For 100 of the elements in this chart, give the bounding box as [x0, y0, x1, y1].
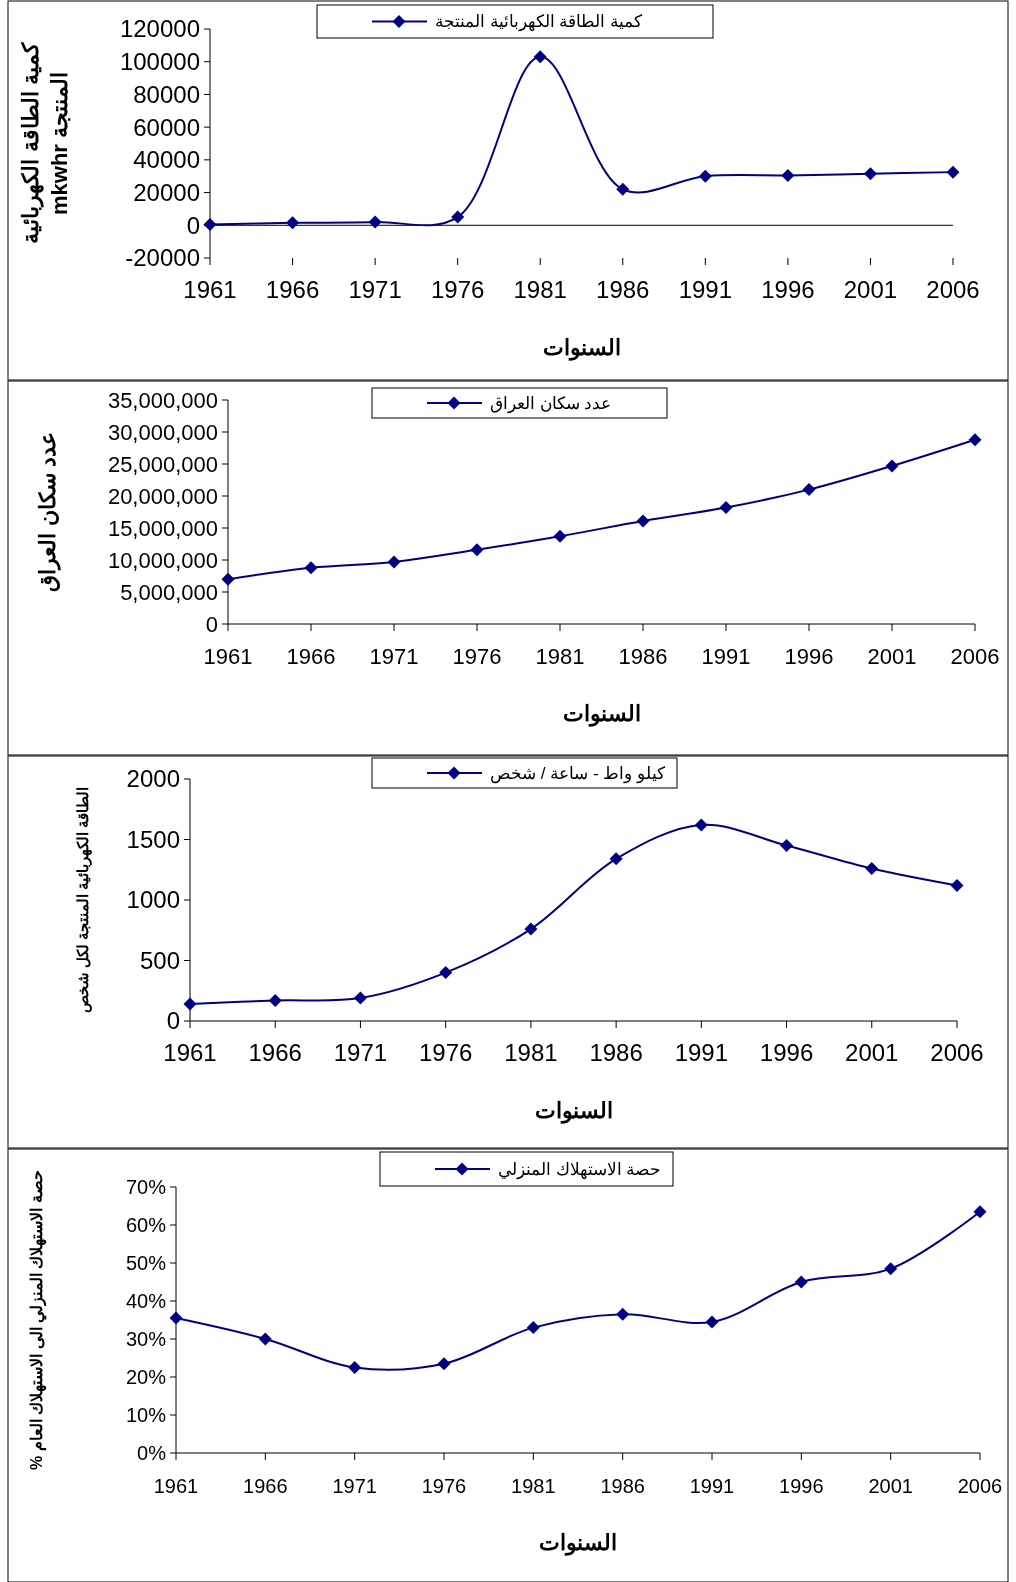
y-tick-label: 1500 — [126, 825, 180, 853]
x-tick-label: 2001 — [843, 276, 898, 303]
y-tick-label: 20% — [125, 1366, 167, 1388]
y-tick-label: 10% — [125, 1404, 167, 1426]
y-tick-label: 40% — [125, 1290, 167, 1312]
y-axis-title: كمية الطاقة الكهربائية المنتجة mkwhr — [18, 42, 72, 244]
x-tick-label: 1976 — [421, 1475, 467, 1497]
x-tick-label: 1981 — [511, 1475, 556, 1497]
point — [286, 216, 300, 230]
x-tick-label: 1971 — [333, 1039, 388, 1066]
y-tick-label: 70% — [125, 1176, 167, 1198]
x-tick-label: 1981 — [504, 1039, 558, 1066]
point — [221, 572, 235, 586]
y-tick-label: 1000 — [126, 886, 180, 914]
point — [781, 168, 795, 182]
x-tick-label: 1966 — [243, 1475, 288, 1497]
x-axis-title: السنوات — [534, 1098, 613, 1124]
y-axis-title: حصة الاستهلاك المنزلي الى الاستهلاك العام % — [28, 1170, 47, 1470]
x-tick-label: 1961 — [163, 1039, 217, 1066]
y-tick-label: 30,000,000 — [107, 419, 218, 445]
x-tick-label: 1986 — [618, 644, 668, 669]
y-tick-label: 20,000,000 — [107, 483, 218, 509]
point — [885, 459, 899, 473]
x-tick-label: 1991 — [678, 276, 733, 303]
x-tick-label: 1981 — [535, 644, 585, 669]
point — [353, 991, 367, 1005]
y-tick-label: 80000 — [133, 80, 200, 108]
x-tick-label: 2006 — [957, 1475, 1003, 1497]
y-tick-label: 25,000,000 — [107, 451, 218, 477]
point — [802, 483, 816, 497]
point — [950, 878, 964, 892]
point — [553, 529, 567, 543]
point — [794, 1275, 808, 1289]
point — [439, 966, 453, 980]
point — [524, 922, 538, 936]
x-axis-title: السنوات — [539, 1530, 617, 1556]
y-tick-label: 0 — [166, 1007, 180, 1035]
y-tick-label: 15,000,000 — [107, 515, 218, 541]
point — [533, 50, 547, 64]
point — [719, 501, 733, 515]
y-tick-label: 60% — [125, 1214, 167, 1236]
x-tick-label: 1991 — [689, 1475, 735, 1497]
x-tick-label: 1986 — [596, 276, 650, 303]
point — [884, 1262, 898, 1276]
point — [451, 210, 465, 224]
y-tick-label: 100000 — [119, 48, 200, 76]
y-tick-label: 2000 — [126, 765, 180, 793]
legend-label: كمية الطاقة الكهربائية المنتجة — [435, 12, 644, 33]
point — [437, 1357, 451, 1371]
x-tick-label: 1996 — [759, 1039, 814, 1066]
x-tick-label: 1971 — [369, 644, 419, 669]
point — [348, 1361, 362, 1374]
x-tick-label: 1966 — [265, 276, 320, 303]
y-tick-label: 30% — [125, 1328, 167, 1350]
x-tick-label: 1996 — [784, 644, 834, 669]
x-tick-label: 1971 — [332, 1475, 377, 1497]
x-tick-label: 1966 — [248, 1039, 302, 1066]
point — [705, 1315, 719, 1329]
x-tick-label: 1971 — [348, 276, 402, 303]
y-tick-label: 60000 — [133, 113, 200, 141]
point — [616, 182, 630, 196]
legend-label: عدد سكان العراق — [490, 393, 612, 414]
x-tick-label: 2001 — [845, 1039, 899, 1066]
x-tick-label: 2006 — [930, 1039, 984, 1066]
y-tick-label: 120000 — [119, 15, 200, 43]
point — [470, 543, 484, 557]
point — [694, 818, 708, 832]
y-tick-label: 0 — [205, 611, 218, 637]
x-tick-label: 1961 — [153, 1475, 199, 1497]
x-tick-label: 2006 — [926, 276, 980, 303]
x-tick-label: 1976 — [418, 1039, 473, 1066]
point — [368, 215, 382, 229]
x-tick-label: 1996 — [779, 1475, 824, 1497]
x-tick-label: 1961 — [183, 276, 237, 303]
x-tick-label: 1996 — [761, 276, 815, 303]
y-tick-label: 40000 — [133, 146, 200, 174]
x-tick-label: 2001 — [867, 644, 917, 669]
y-tick-label: -20000 — [125, 244, 200, 272]
point — [258, 1332, 272, 1346]
x-tick-label: 1986 — [589, 1039, 643, 1066]
point — [169, 1311, 183, 1325]
point — [203, 217, 217, 231]
y-tick-label: 35,000,000 — [107, 387, 218, 413]
point — [609, 852, 623, 866]
point — [616, 1307, 630, 1321]
y-tick-label: 0% — [137, 1442, 167, 1464]
point — [863, 167, 877, 181]
x-tick-label: 2006 — [950, 644, 1000, 669]
x-tick-label: 1976 — [430, 276, 485, 303]
point — [946, 165, 960, 179]
point — [968, 433, 982, 447]
y-tick-label: 0 — [186, 211, 200, 239]
point — [183, 997, 197, 1011]
x-axis-title: السنوات — [542, 335, 621, 361]
x-tick-label: 1991 — [674, 1039, 729, 1066]
x-tick-label: 1991 — [701, 644, 751, 669]
y-axis-title: عدد سكان العراق — [35, 432, 61, 592]
point — [636, 514, 650, 528]
x-tick-label: 1986 — [600, 1475, 645, 1497]
y-tick-label: 50% — [125, 1252, 167, 1274]
